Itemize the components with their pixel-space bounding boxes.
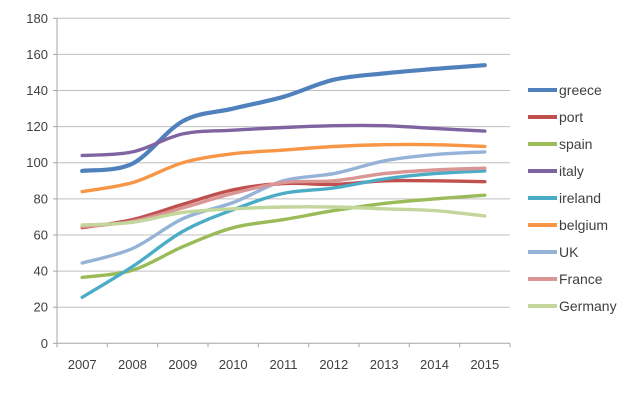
legend-swatch-belgium [528,222,557,227]
legend-label: UK [559,243,579,260]
y-axis-tick-label: 0 [41,336,48,351]
legend-item-Germany: Germany [528,292,638,319]
chart-legend: greece port spain italy ireland belgium UK Fran… [528,76,638,319]
x-axis-tick-label: 2011 [270,357,298,372]
x-axis-tick-label: 2015 [470,357,499,372]
legend-swatch-Germany [528,303,557,308]
legend-swatch-italy [528,168,557,173]
x-axis-tick-label: 2014 [420,357,449,372]
y-axis-tick-label: 140 [26,83,48,98]
legend-label: ireland [559,189,602,206]
legend-swatch-port [528,114,557,119]
y-axis-tick-label: 80 [34,191,48,206]
series-line-spain [80,193,487,280]
series-line-UK [80,150,487,265]
y-axis-tick-label: 160 [26,47,48,62]
legend-item-italy: italy [528,157,638,184]
legend-swatch-spain [528,141,557,146]
series-line-italy [80,123,487,158]
legend-label: spain [559,135,593,152]
legend-swatch-ireland [528,195,557,200]
legend-item-UK: UK [528,238,638,265]
series-line-ireland [80,169,487,299]
legend-swatch-France [528,276,557,281]
legend-label: belgium [559,216,609,233]
x-axis-tick-label: 2012 [319,357,348,372]
y-axis-tick-label: 100 [26,155,48,170]
x-axis-tick-label: 2010 [219,357,248,372]
x-axis-tick-label: 2007 [68,357,97,372]
y-axis-tick-label: 180 [26,11,48,26]
legend-item-belgium: belgium [528,211,638,238]
legend-label: Germany [559,297,617,314]
legend-item-France: France [528,265,638,292]
legend-item-greece: greece [528,76,638,103]
y-axis-tick-label: 20 [34,300,48,315]
y-axis-tick-label: 60 [34,228,48,243]
legend-label: port [559,108,584,125]
y-axis-tick-label: 40 [34,264,48,279]
legend-swatch-UK [528,249,557,254]
series-line-Germany [80,205,487,227]
legend-label: italy [559,162,584,179]
y-axis-tick-label: 120 [26,119,48,134]
series-line-belgium [80,142,487,194]
legend-item-spain: spain [528,130,638,157]
legend-label: greece [559,81,602,98]
x-axis-tick-label: 2013 [370,357,399,372]
legend-swatch-greece [528,87,557,92]
series-line-greece [80,63,487,173]
x-axis-tick-label: 2009 [168,357,197,372]
legend-label: France [559,270,603,287]
x-axis-tick-label: 2008 [118,357,147,372]
legend-item-port: port [528,103,638,130]
legend-item-ireland: ireland [528,184,638,211]
